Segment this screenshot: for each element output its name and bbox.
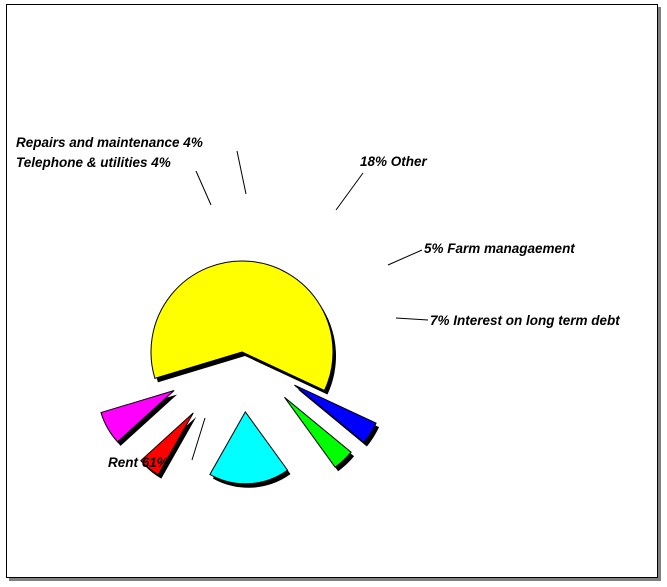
pie-slice xyxy=(284,396,352,468)
leader-line xyxy=(395,317,429,321)
slice-label: Repairs and maintenance 4% xyxy=(16,135,203,150)
pie-slice xyxy=(209,410,289,485)
pie-slice xyxy=(294,384,377,444)
slice-labels: Rent 61% 7% Interest on long term debt 5% … xyxy=(16,135,620,470)
leader-lines xyxy=(191,150,429,461)
slice-label: Telephone & utilities 4% xyxy=(16,155,171,170)
slice-label: Rent 61% xyxy=(108,455,169,470)
pie-slice xyxy=(150,260,334,392)
chart-frame xyxy=(6,4,658,578)
pie-slices xyxy=(100,260,377,485)
leader-line xyxy=(191,417,206,461)
slice-label: 5% Farm managaement xyxy=(424,241,575,256)
leader-line xyxy=(387,249,423,266)
leader-line xyxy=(195,170,212,206)
leader-line xyxy=(335,172,364,211)
pie-slice xyxy=(100,389,175,443)
slice-label: 7% Interest on long term debt xyxy=(430,313,620,328)
pie-slice xyxy=(140,412,194,476)
slice-label: 18% Other xyxy=(360,154,428,169)
leader-line xyxy=(236,150,247,195)
